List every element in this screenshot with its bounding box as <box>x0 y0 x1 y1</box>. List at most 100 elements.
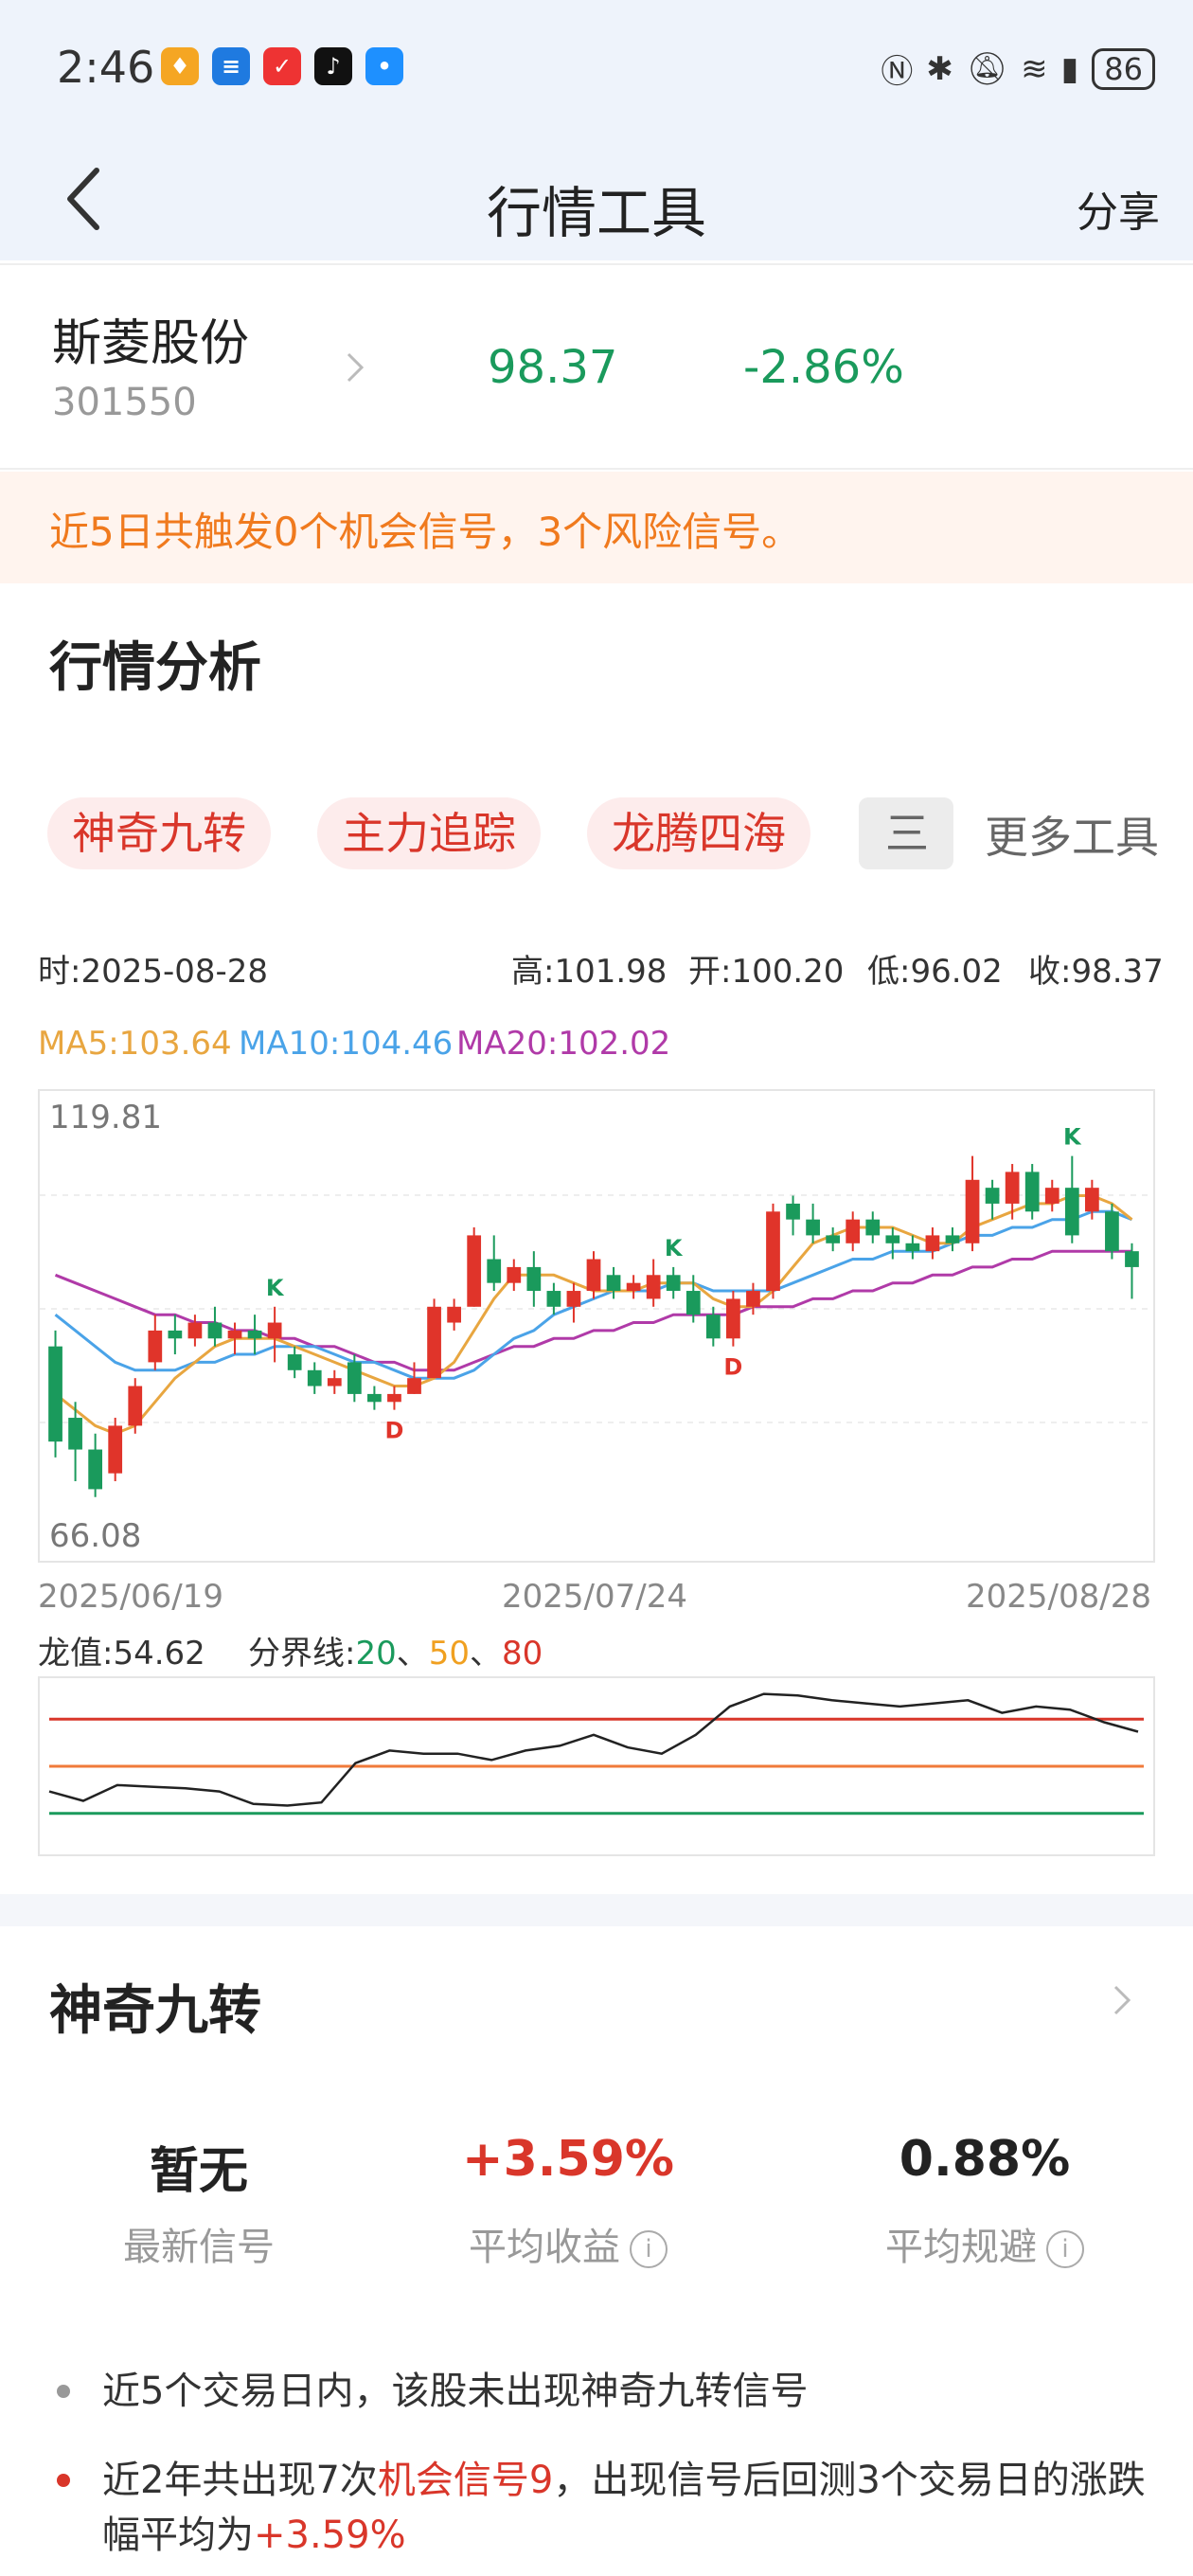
nfc-icon: Ⓝ <box>881 53 914 91</box>
boundary-20: 20 <box>355 1635 397 1673</box>
notification-icons: ♦ ≡ ✓ ♪ • <box>161 47 403 85</box>
candle <box>88 1433 103 1497</box>
info-icon[interactable]: i <box>1046 2230 1084 2268</box>
avg-avoid-label: 平均规避 <box>885 2226 1037 2269</box>
ma5-value: MA5:103.64 <box>38 1025 232 1063</box>
candle <box>267 1306 282 1363</box>
avg-return-label-wrap: 平均收益 i <box>369 2216 767 2271</box>
longzhi-chart-svg <box>48 1692 1144 1816</box>
candle <box>507 1259 522 1292</box>
signal-marker: K <box>1063 1124 1082 1151</box>
signal-note-2c: ，出现信号后回测3个交易日的涨跌幅平均为 <box>102 2459 1146 2557</box>
candle <box>187 1315 203 1347</box>
candle <box>108 1418 123 1482</box>
status-bar: 2:46 ♦ ≡ ✓ ♪ • Ⓝ ✱ 🔕︎ ≋ ▮ 86 <box>0 0 1193 133</box>
candle <box>48 1330 62 1458</box>
candle <box>447 1298 461 1331</box>
tab-san[interactable]: 三 <box>859 797 953 869</box>
candle <box>68 1402 82 1482</box>
candle <box>786 1195 800 1236</box>
kline-open: 开:100.20 <box>688 953 845 991</box>
stock-price: 98.37 <box>488 341 618 394</box>
candle <box>347 1354 362 1403</box>
boundary-sep: 、 <box>470 1635 502 1673</box>
more-tools-button[interactable]: 更多工具 <box>985 812 1159 863</box>
signal-notice: 近5日共触发0个机会信号，3个风险信号。 <box>0 472 1193 583</box>
avg-return-value: +3.59% <box>462 2131 674 2188</box>
avg-avoid-label-wrap: 平均规避 i <box>786 2216 1184 2271</box>
candle <box>566 1282 581 1323</box>
message-icon: • <box>365 47 403 85</box>
tab-zhuli-zhuizong[interactable]: 主力追踪 <box>317 797 541 869</box>
system-icons: Ⓝ ✱ 🔕︎ ≋ ▮ 86 <box>881 45 1155 92</box>
signal-marker: K <box>266 1275 285 1301</box>
latest-signal-label: 最新信号 <box>123 2226 275 2269</box>
bullet-dot <box>57 2385 70 2398</box>
boundary-line-legend: 分界线:20、50、80 <box>248 1627 543 1673</box>
info-icon[interactable]: i <box>630 2230 668 2268</box>
ma10-value: MA10:104.46 <box>239 1025 454 1063</box>
avg-avoid-value: 0.88% <box>899 2131 1071 2188</box>
signal-marker: K <box>665 1235 684 1261</box>
candle <box>247 1315 262 1355</box>
candle <box>1024 1164 1040 1220</box>
price-min-label: 66.08 <box>49 1517 142 1555</box>
candle <box>387 1386 401 1410</box>
signal-note-2b: 机会信号9 <box>377 2459 554 2502</box>
candle <box>746 1282 760 1315</box>
boundary-80: 80 <box>502 1635 543 1673</box>
tab-longteng-sihai[interactable]: 龙腾四海 <box>587 797 810 869</box>
candle <box>207 1306 223 1347</box>
kline-high: 高:101.98 <box>511 953 668 991</box>
mute-icon: 🔕︎ <box>966 49 1008 88</box>
candle <box>985 1179 1000 1220</box>
candle <box>826 1227 841 1252</box>
candle <box>128 1378 143 1434</box>
candle <box>905 1235 920 1260</box>
share-button[interactable]: 分享 <box>1077 188 1160 237</box>
bullet-dot <box>57 2474 70 2487</box>
signal-marker: D <box>384 1418 403 1444</box>
bluetooth-icon: ✱ <box>926 49 953 88</box>
chevron-right-icon <box>347 352 365 383</box>
wifi-icon: ≋ <box>1021 49 1048 88</box>
candle <box>327 1369 342 1394</box>
kline-chart[interactable]: K D K D K 119.81 66.08 <box>38 1089 1155 1563</box>
candle <box>1125 1243 1139 1299</box>
candle <box>606 1266 621 1299</box>
signal-icon: ▮ <box>1060 49 1079 88</box>
candle <box>705 1306 721 1347</box>
boundary-prefix: 分界线: <box>248 1635 356 1673</box>
signal-note-2d: +3.59% <box>254 2513 406 2557</box>
candle <box>965 1155 980 1252</box>
candle <box>307 1362 322 1394</box>
candle <box>227 1322 242 1355</box>
x-tick-label: 2025/06/19 <box>38 1578 223 1616</box>
signal-note-1: 近5个交易日内，该股未出现神奇九转信号 <box>102 2370 809 2413</box>
candle <box>865 1211 881 1243</box>
candle <box>1044 1179 1059 1212</box>
longzhi-chart[interactable] <box>38 1676 1155 1856</box>
jiuzhuan-title: 神奇九转 <box>49 1980 261 2042</box>
stock-change-pct: -2.86% <box>743 341 904 394</box>
boundary-sep: 、 <box>396 1635 429 1673</box>
candle <box>885 1227 900 1260</box>
stock-summary[interactable]: 斯菱股份 301550 98.37 -2.86% <box>0 263 1193 470</box>
candle <box>367 1386 382 1410</box>
candle <box>427 1298 441 1379</box>
candle <box>945 1227 960 1252</box>
candle <box>646 1259 661 1307</box>
boundary-50: 50 <box>428 1635 470 1673</box>
chevron-right-icon[interactable] <box>1108 1979 1136 2021</box>
page-title: 行情工具 <box>486 181 706 245</box>
ma20-value: MA20:102.02 <box>456 1025 671 1063</box>
back-icon[interactable] <box>57 161 114 237</box>
candle <box>846 1211 861 1252</box>
candle <box>686 1275 701 1323</box>
kline-close: 收:98.37 <box>1028 953 1164 991</box>
candle <box>487 1235 502 1292</box>
tab-shenqi-jiuzhuan[interactable]: 神奇九转 <box>47 797 271 869</box>
candle <box>1105 1203 1119 1260</box>
app-notification-icon: ♦ <box>161 47 199 85</box>
kline-low: 低:96.02 <box>867 953 1003 991</box>
